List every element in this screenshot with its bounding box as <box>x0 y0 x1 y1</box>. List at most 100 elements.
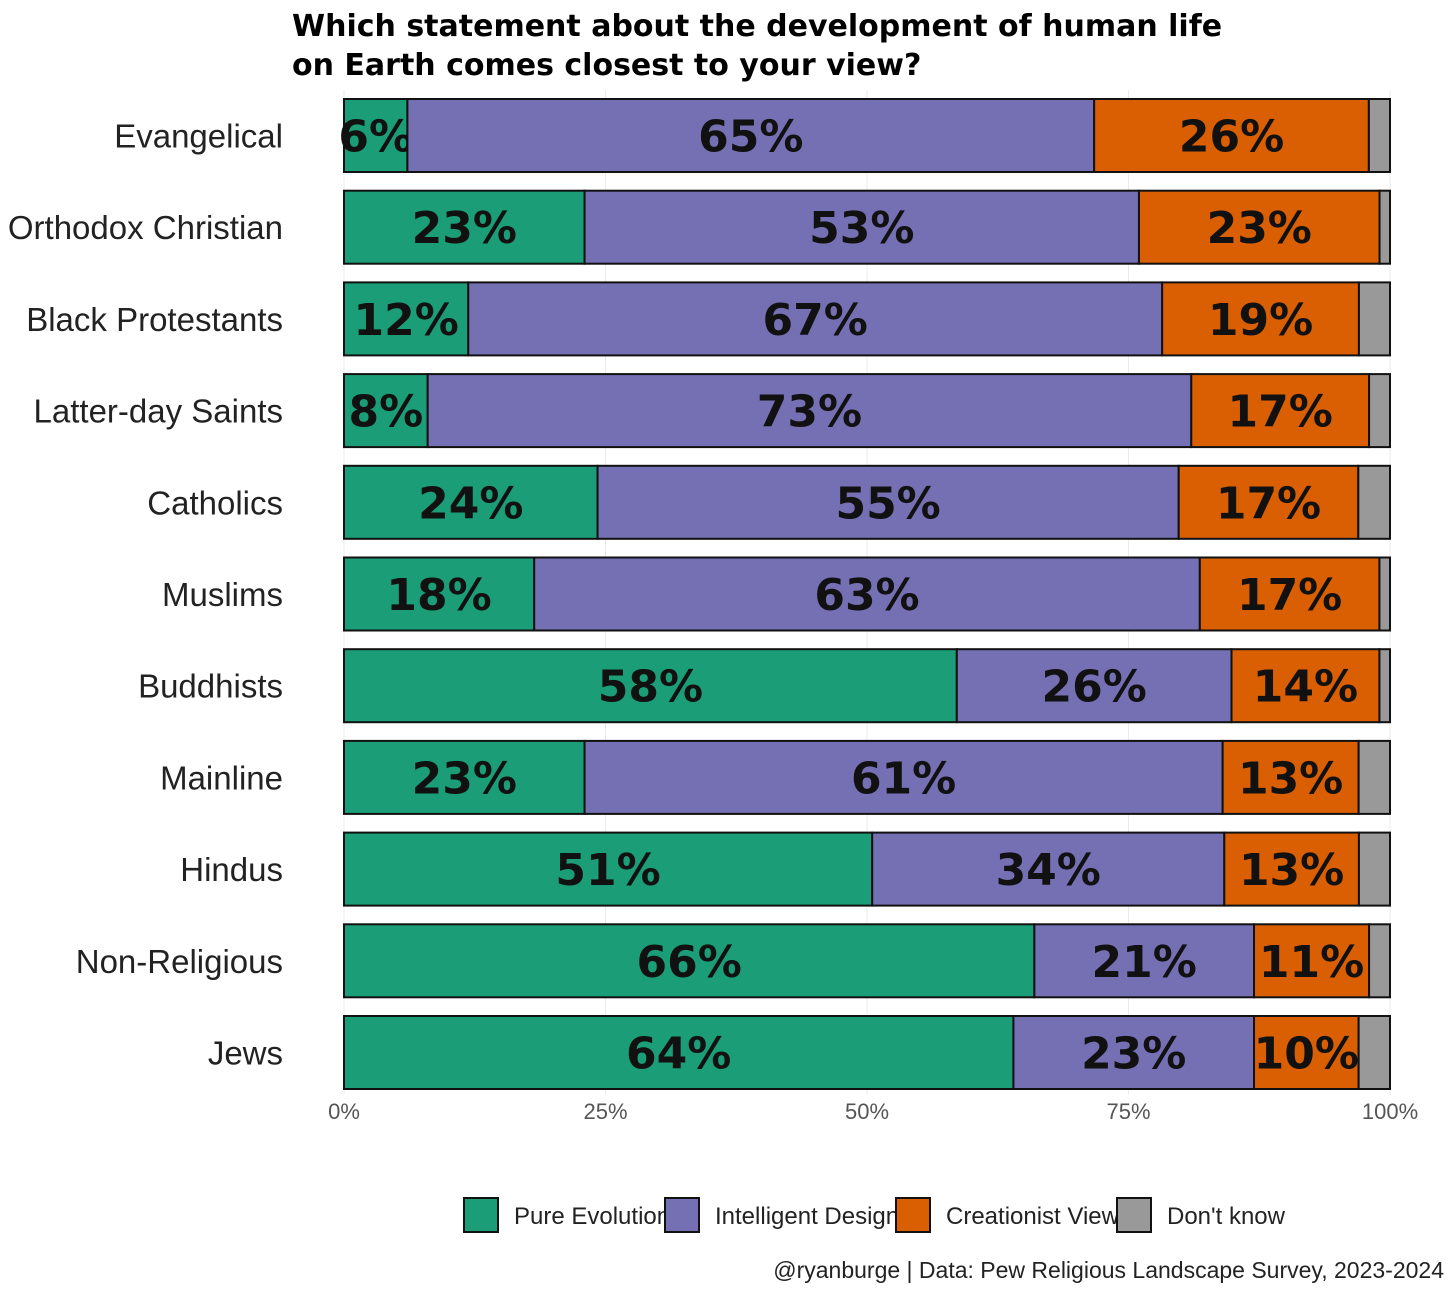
legend-item: Intelligent Design <box>664 1197 899 1233</box>
legend-swatch <box>1116 1197 1152 1233</box>
category-label: Buddhists <box>138 668 283 705</box>
bar-segment <box>1161 281 1360 357</box>
category-label: Muslims <box>162 576 283 613</box>
bar-value-label: 17% <box>1228 387 1333 438</box>
bar-value-label: 14% <box>1253 662 1358 713</box>
bar-row: 18% 63% 17% <box>343 556 1391 632</box>
bar-segment <box>583 739 1224 815</box>
bar-segment <box>955 648 1233 724</box>
bar-value-label: 63% <box>814 570 919 621</box>
category-label: Non-Religious <box>76 943 283 980</box>
bar-segment <box>343 556 536 632</box>
category-label: Orthodox Christian <box>8 209 283 246</box>
bar-segment <box>583 189 1140 265</box>
category-label: Jews <box>208 1035 283 1072</box>
x-axis-ticks: 0% 25% 50% 75% 100% <box>328 1099 1418 1124</box>
bar-segment <box>343 923 1036 999</box>
bar-segment <box>1137 189 1381 265</box>
bar-segment <box>343 831 874 907</box>
bar-value-label: 23% <box>1207 203 1312 254</box>
bar-segment <box>871 831 1226 907</box>
bar-segment <box>1368 373 1391 449</box>
bar-value-label: 17% <box>1216 478 1321 529</box>
legend-label: Creationist View <box>946 1203 1120 1230</box>
bar-row: 64% 23% 10% <box>343 1015 1391 1090</box>
bar-segment <box>1012 1015 1256 1090</box>
bar-value-label: 51% <box>555 845 660 896</box>
bar-rows: 6% 65% 26% 23% 53% 23% 12% 67% 19% 8% 73% 17% 24% 55%… <box>338 98 1392 1090</box>
bar-segment <box>1357 739 1391 815</box>
legend-item: Don't know <box>1116 1197 1286 1233</box>
chart-title-line-1: Which statement about the development of… <box>292 9 1222 44</box>
bar-row: 23% 53% 23% <box>343 189 1392 265</box>
bar-value-label: 53% <box>809 203 914 254</box>
bar-value-label: 67% <box>763 295 868 346</box>
bar-segment <box>343 739 586 815</box>
bar-value-label: 26% <box>1041 662 1146 713</box>
bar-value-label: 12% <box>353 295 458 346</box>
bar-segment <box>1378 556 1391 632</box>
x-tick-label: 75% <box>1106 1099 1150 1124</box>
legend-item: Pure Evolution <box>463 1197 670 1233</box>
bar-row: 58% 26% 14% <box>343 648 1391 724</box>
legend-swatch <box>895 1197 931 1233</box>
bar-value-label: 8% <box>348 387 423 438</box>
legend-swatch <box>664 1197 700 1233</box>
bar-value-label: 55% <box>835 478 940 529</box>
bar-row: 12% 67% 19% <box>343 281 1391 357</box>
bar-value-label: 34% <box>996 845 1101 896</box>
bar-segment <box>343 464 599 540</box>
legend-swatch <box>463 1197 499 1233</box>
bar-value-label: 64% <box>626 1029 731 1080</box>
bar-value-label: 11% <box>1259 937 1364 988</box>
bar-segment <box>1378 189 1392 265</box>
bar-value-label: 18% <box>386 570 491 621</box>
bar-segment <box>343 281 470 357</box>
x-tick-label: 0% <box>328 1099 360 1124</box>
bar-segment <box>1357 831 1391 907</box>
bar-segment <box>1357 464 1391 540</box>
bar-value-label: 19% <box>1208 295 1313 346</box>
source-caption: @ryanburge | Data: Pew Religious Landsca… <box>773 1257 1444 1283</box>
category-label: Evangelical <box>114 118 283 155</box>
category-label: Black Protestants <box>26 301 283 338</box>
legend: Pure Evolution Intelligent Design Creation… <box>463 1197 1286 1233</box>
bar-segment <box>1221 739 1360 815</box>
bar-value-label: 61% <box>851 753 956 804</box>
bar-segment <box>1177 464 1360 540</box>
bar-segment <box>1253 923 1371 999</box>
x-tick-label: 50% <box>845 1099 889 1124</box>
category-label: Mainline <box>160 759 283 796</box>
category-labels: Evangelical Orthodox Christian Black Prote… <box>8 118 283 1072</box>
category-label: Hindus <box>180 851 283 888</box>
bar-segment <box>1033 923 1256 999</box>
legend-item: Creationist View <box>895 1197 1120 1233</box>
bar-segment <box>1223 831 1360 907</box>
bar-value-label: 13% <box>1238 753 1343 804</box>
bar-segment <box>1368 923 1391 999</box>
bar-value-label: 6% <box>338 112 413 163</box>
bar-value-label: 23% <box>412 753 517 804</box>
bar-value-label: 10% <box>1254 1029 1359 1080</box>
chart-title-line-2: on Earth comes closest to your view? <box>292 48 921 83</box>
bar-value-label: 26% <box>1179 112 1284 163</box>
category-label: Catholics <box>147 484 283 521</box>
x-tick-label: 100% <box>1362 1099 1418 1124</box>
bar-segment <box>406 98 1096 173</box>
bar-row: 23% 61% 13% <box>343 739 1391 815</box>
bar-value-label: 65% <box>698 112 803 163</box>
legend-label: Pure Evolution <box>514 1203 670 1230</box>
category-label: Latter-day Saints <box>34 393 283 430</box>
chart-title: Which statement about the development of… <box>292 9 1222 83</box>
bar-value-label: 23% <box>1081 1029 1186 1080</box>
bar-segment <box>533 556 1201 632</box>
bar-segment <box>1198 556 1381 632</box>
bar-value-label: 73% <box>757 387 862 438</box>
bar-value-label: 58% <box>598 662 703 713</box>
bar-segment <box>1230 648 1381 724</box>
bar-value-label: 13% <box>1239 845 1344 896</box>
bar-row: 66% 21% 11% <box>343 923 1391 999</box>
legend-label: Intelligent Design <box>715 1203 899 1230</box>
bar-segment <box>1367 98 1391 173</box>
